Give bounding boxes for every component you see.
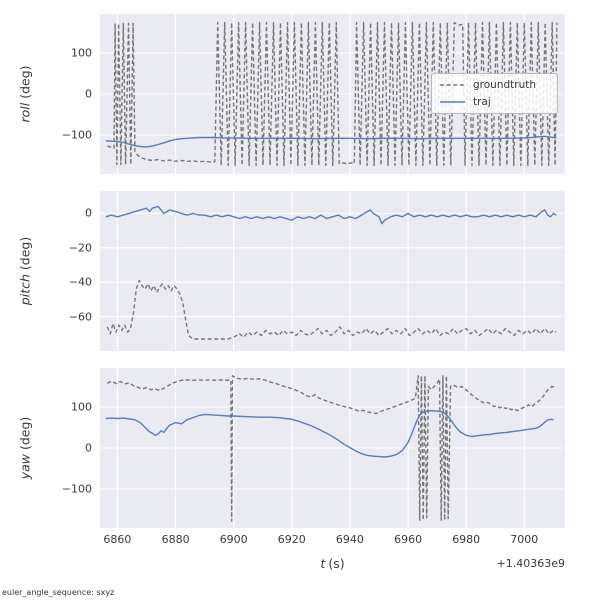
roll-ytick-100: 100 bbox=[71, 46, 92, 60]
yaw-plot bbox=[100, 368, 565, 528]
xtick-6960: 6960 bbox=[394, 533, 423, 546]
pitch-ytick--20: −20 bbox=[68, 241, 92, 255]
yaw-subplot: yaw (deg) 100 0 −100 bbox=[18, 368, 565, 528]
x-axis-label-unit: (s) bbox=[328, 556, 345, 571]
pitch-plot bbox=[100, 191, 565, 351]
legend-line-traj-icon bbox=[440, 101, 465, 103]
yaw-ylabel: yaw (deg) bbox=[18, 417, 33, 480]
xtick-6900: 6900 bbox=[219, 533, 248, 546]
pitch-ytick--40: −40 bbox=[68, 275, 92, 289]
xtick-6920: 6920 bbox=[277, 533, 306, 546]
pitch-ylabel: pitch (deg) bbox=[18, 237, 33, 305]
roll-ylabel: roll (deg) bbox=[18, 65, 33, 122]
x-axis-label-var: t bbox=[320, 556, 326, 571]
x-axis-offset-text: +1.40363e9 bbox=[496, 557, 565, 570]
legend-label-traj: traj bbox=[473, 96, 491, 108]
yaw-ytick-100: 100 bbox=[71, 400, 92, 414]
footer-annotation: euler_angle_sequence: sxyz bbox=[2, 588, 115, 597]
yaw-ytick--100: −100 bbox=[61, 482, 92, 496]
legend-label-groundtruth: groundtruth bbox=[473, 79, 537, 91]
xtick-6880: 6880 bbox=[161, 533, 190, 546]
legend-entry-traj: traj bbox=[439, 96, 550, 108]
pitch-ylabel-unit: (deg) bbox=[17, 236, 33, 271]
yaw-ylabel-var: yaw bbox=[17, 454, 33, 480]
pitch-ylabel-var: pitch bbox=[17, 274, 33, 306]
pitch-subplot: pitch (deg) 0 −20 −40 −60 bbox=[18, 191, 565, 351]
yaw-ylabel-unit: (deg) bbox=[17, 416, 33, 451]
roll-ytick--100: −100 bbox=[61, 128, 92, 142]
xtick-6940: 6940 bbox=[335, 533, 364, 546]
roll-ylabel-var: roll bbox=[17, 102, 33, 123]
x-axis-label: t (s) bbox=[100, 556, 565, 571]
xtick-6980: 6980 bbox=[452, 533, 481, 546]
xtick-7000: 7000 bbox=[510, 533, 539, 546]
xtick-6860: 6860 bbox=[103, 533, 132, 546]
pitch-ytick--60: −60 bbox=[68, 310, 92, 324]
roll-ylabel-unit: (deg) bbox=[17, 65, 33, 99]
pitch-ytick-0: 0 bbox=[85, 206, 92, 220]
legend: groundtruth traj bbox=[431, 73, 558, 114]
legend-line-groundtruth-icon bbox=[440, 84, 465, 86]
yaw-ytick-0: 0 bbox=[85, 441, 92, 455]
roll-ytick-0: 0 bbox=[85, 87, 92, 101]
legend-entry-groundtruth: groundtruth bbox=[439, 79, 550, 91]
